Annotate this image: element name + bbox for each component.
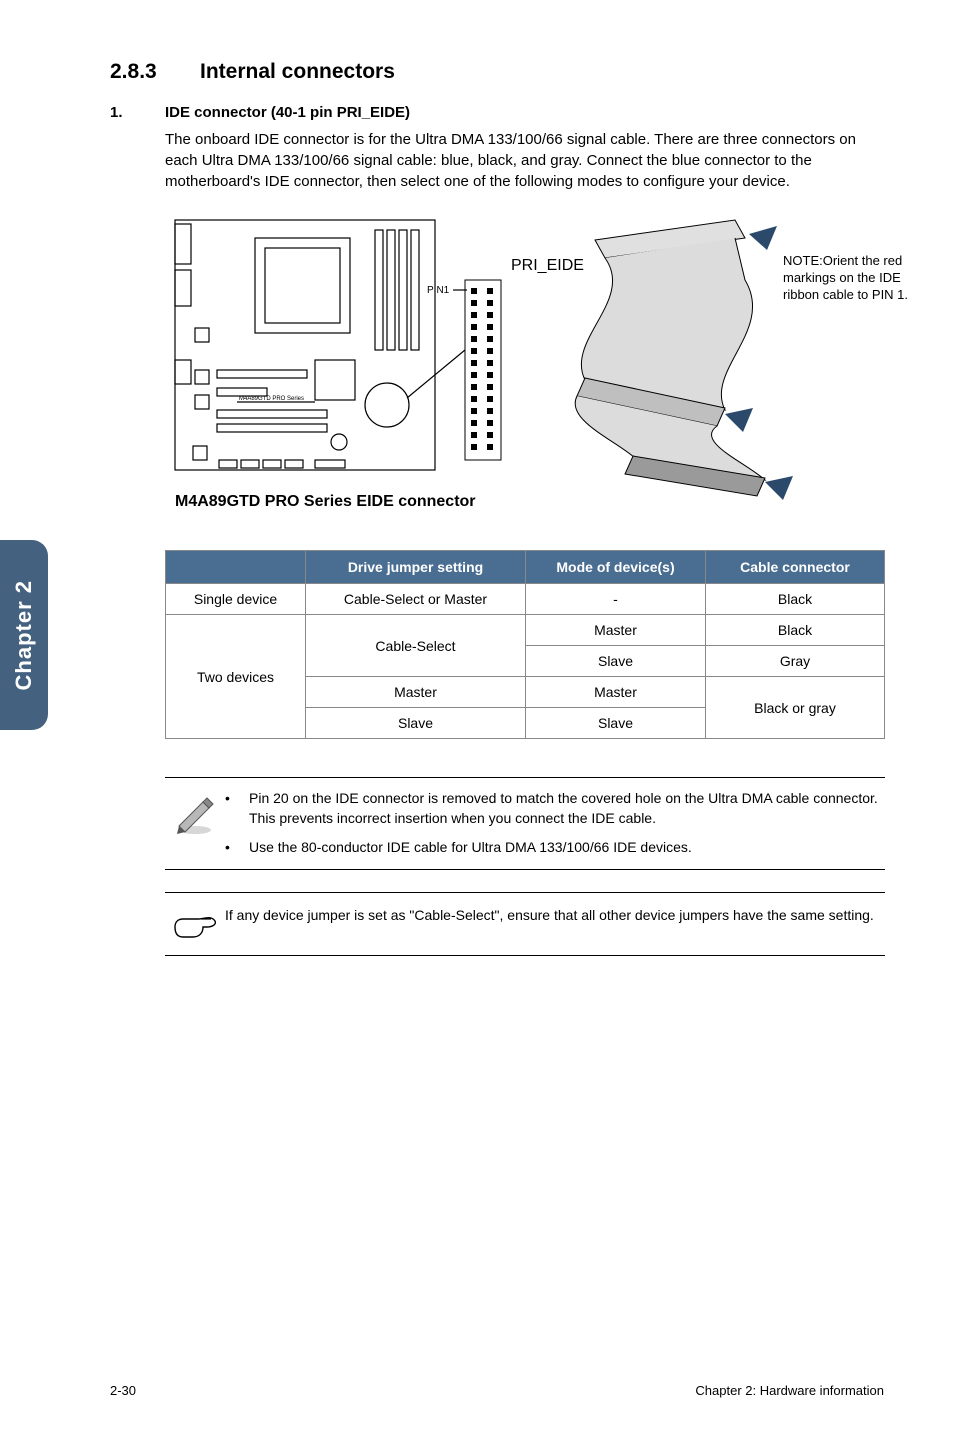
note-block-pencil: •Pin 20 on the IDE connector is removed … [165, 777, 885, 870]
table-header-jumper: Drive jumper setting [306, 551, 526, 584]
cell-jumper: Cable-Select [306, 615, 526, 677]
bullet-dot: • [225, 837, 249, 857]
figure-caption: M4A89GTD PRO Series EIDE connector [175, 493, 476, 510]
footer-right: Chapter 2: Hardware information [695, 1383, 884, 1398]
cell-label: Two devices [166, 615, 306, 739]
cell-jumper: Master [306, 677, 526, 708]
footer-left: 2-30 [110, 1383, 136, 1398]
table-header-mode: Mode of device(s) [526, 551, 706, 584]
item-paragraph: The onboard IDE connector is for the Ult… [165, 129, 884, 192]
note-text: If any device jumper is set as "Cable-Se… [225, 903, 885, 925]
item-number: 1. [110, 104, 165, 121]
page-footer: 2-30 Chapter 2: Hardware information [110, 1383, 884, 1398]
note-text: Use the 80-conductor IDE cable for Ultra… [249, 837, 692, 857]
pointing-hand-icon [165, 903, 225, 943]
cell-cable: Black or gray [706, 677, 885, 739]
chapter-side-tab-label: Chapter 2 [11, 580, 37, 690]
item-heading: 1. IDE connector (40-1 pin PRI_EIDE) [110, 104, 884, 121]
note-block-hand: If any device jumper is set as "Cable-Se… [165, 892, 885, 956]
section-heading: 2.8.3 Internal connectors [110, 60, 884, 84]
cell-label: Single device [166, 584, 306, 615]
table-header-row: Drive jumper setting Mode of device(s) C… [166, 551, 885, 584]
board-label: M4A89GTD PRO Series [239, 396, 304, 402]
bullet-dot: • [225, 788, 249, 829]
cell-mode: Master [526, 677, 706, 708]
item-title: IDE connector (40-1 pin PRI_EIDE) [165, 104, 410, 121]
pencil-icon [165, 788, 225, 836]
figure-note-line3: ribbon cable to PIN 1. [783, 287, 908, 302]
cell-mode: Slave [526, 646, 706, 677]
note-bullet: •Pin 20 on the IDE connector is removed … [225, 788, 885, 829]
connector-diagram-svg: M4A89GTD PRO Series PIN1 PRI_EIDE [165, 210, 935, 520]
cell-jumper: Slave [306, 708, 526, 739]
cell-mode: Master [526, 615, 706, 646]
table-header-blank [166, 551, 306, 584]
table-row: Two devices Cable-Select Master Black [166, 615, 885, 646]
note-text: Pin 20 on the IDE connector is removed t… [249, 788, 885, 829]
cell-cable: Black [706, 584, 885, 615]
section-number: 2.8.3 [110, 60, 200, 84]
pin1-label: PIN1 [427, 285, 450, 296]
note-bullet: •Use the 80-conductor IDE cable for Ultr… [225, 837, 885, 857]
cell-cable: Gray [706, 646, 885, 677]
figure-note-line1: NOTE:Orient the red [783, 253, 902, 268]
cell-jumper: Cable-Select or Master [306, 584, 526, 615]
figure-note-line2: markings on the IDE [783, 270, 901, 285]
connector-figure: M4A89GTD PRO Series PIN1 PRI_EIDE [165, 210, 884, 520]
table-row: Single device Cable-Select or Master - B… [166, 584, 885, 615]
chapter-side-tab: Chapter 2 [0, 540, 48, 730]
table-header-cable: Cable connector [706, 551, 885, 584]
cell-mode: Slave [526, 708, 706, 739]
config-table: Drive jumper setting Mode of device(s) C… [165, 550, 885, 739]
cell-mode: - [526, 584, 706, 615]
cell-cable: Black [706, 615, 885, 646]
section-title: Internal connectors [200, 60, 395, 84]
pri-eide-label: PRI_EIDE [511, 257, 584, 274]
